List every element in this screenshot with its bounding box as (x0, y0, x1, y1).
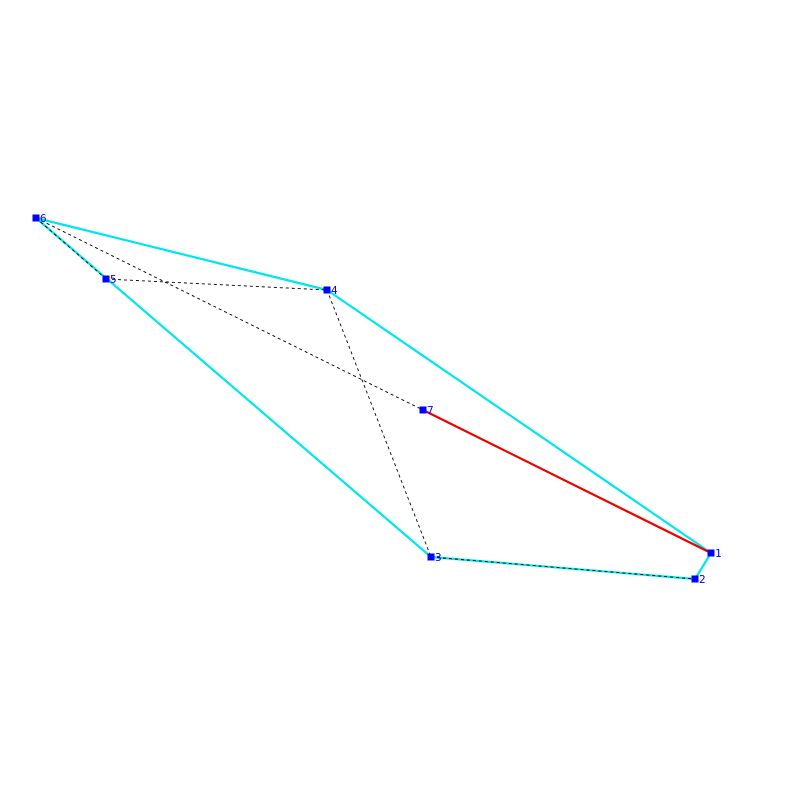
dashed-edges (35, 217, 696, 580)
dashed-edge-5-4 (105, 278, 328, 291)
highlight-edge-7-1 (422, 409, 712, 554)
vertex-marker-5 (102, 275, 110, 283)
vertex-marker-6 (32, 214, 40, 222)
vertex-label-5: 5 (110, 273, 117, 286)
hull-edge-6-4 (35, 216, 328, 292)
hull-edge-1-2 (694, 552, 712, 580)
vertex-label-4: 4 (331, 284, 338, 297)
hull-edge-4-1 (326, 289, 712, 554)
vertices (32, 214, 715, 583)
vertex-marker-1 (707, 549, 715, 557)
highlight-edges (422, 409, 712, 554)
vertex-marker-7 (419, 406, 427, 414)
dashed-edge-3-2 (430, 556, 696, 580)
vertex-label-1: 1 (715, 547, 722, 560)
vertex-label-7: 7 (427, 404, 434, 417)
vertex-label-2: 2 (699, 573, 706, 586)
dashed-edge-6-7 (35, 217, 424, 411)
hull-edge-3-6 (35, 217, 432, 558)
vertex-marker-4 (323, 286, 331, 294)
vertex-labels: 12 3 4 5 6 7 (40, 212, 722, 586)
vertex-marker-2 (691, 575, 699, 583)
vertex-marker-3 (427, 553, 435, 561)
vertex-label-3: 3 (435, 551, 442, 564)
vertex-label-6: 6 (40, 212, 47, 225)
